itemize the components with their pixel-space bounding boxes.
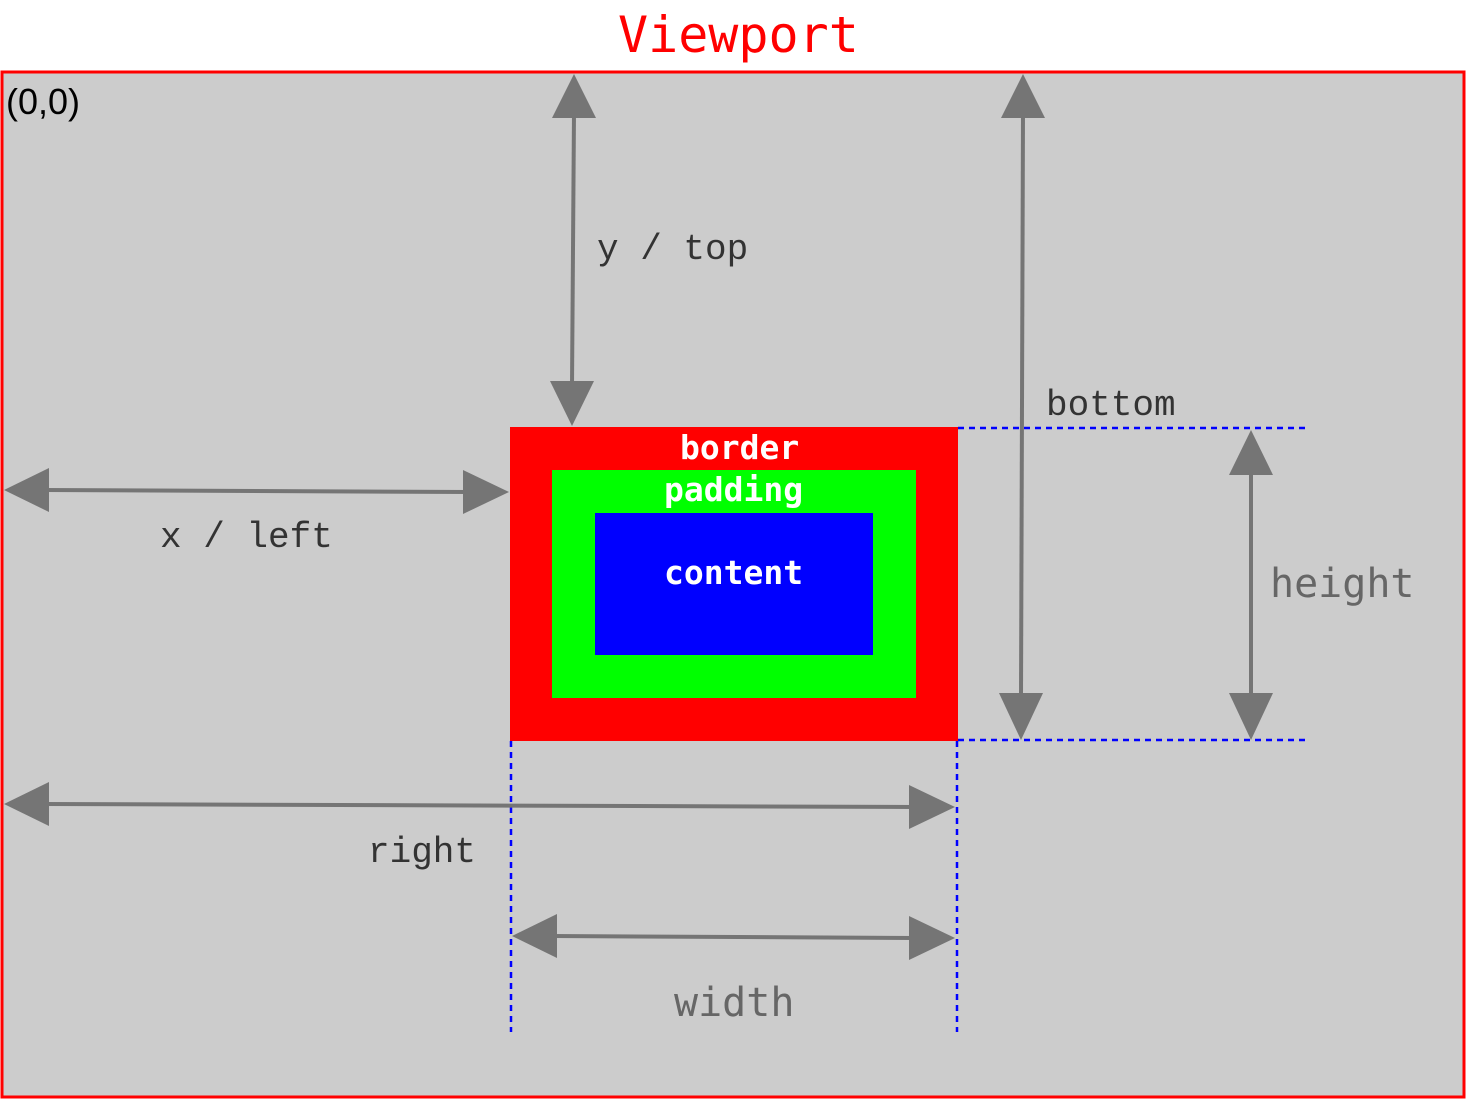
x-left-arrowhead-left xyxy=(4,468,49,512)
x-left-arrow-shaft xyxy=(43,488,469,494)
width-label: width xyxy=(674,980,795,1026)
width-arrowhead-left xyxy=(512,914,557,958)
right-arrowhead-left xyxy=(4,782,49,826)
padding-label: padding xyxy=(664,470,804,509)
y-top-arrow-shaft xyxy=(570,111,576,387)
y-top-arrowhead-down xyxy=(550,381,594,426)
right-label: right xyxy=(368,832,477,873)
height-label: height xyxy=(1270,561,1415,607)
content-label: content xyxy=(664,553,804,592)
bottom-arrow-shaft xyxy=(1019,111,1025,697)
bottom-arrowhead-up xyxy=(1001,74,1045,118)
bottom-arrowhead-down xyxy=(999,693,1043,740)
content-box xyxy=(595,513,873,655)
viewport-title: Viewport xyxy=(618,6,859,64)
right-arrow-shaft xyxy=(43,802,915,809)
right-arrowhead-right xyxy=(909,785,955,829)
y-top-label: y / top xyxy=(597,229,749,270)
height-arrowhead-down xyxy=(1229,693,1273,740)
x-left-label: x / left xyxy=(160,517,333,558)
border-label: border xyxy=(680,428,800,467)
width-arrow-shaft xyxy=(551,934,915,940)
height-arrowhead-up xyxy=(1229,430,1273,475)
x-left-arrowhead-right xyxy=(463,470,509,514)
y-top-arrowhead-up xyxy=(552,74,596,118)
origin-label: (0,0) xyxy=(6,81,81,122)
bottom-label: bottom xyxy=(1046,385,1176,426)
width-arrowhead-right xyxy=(909,916,955,960)
